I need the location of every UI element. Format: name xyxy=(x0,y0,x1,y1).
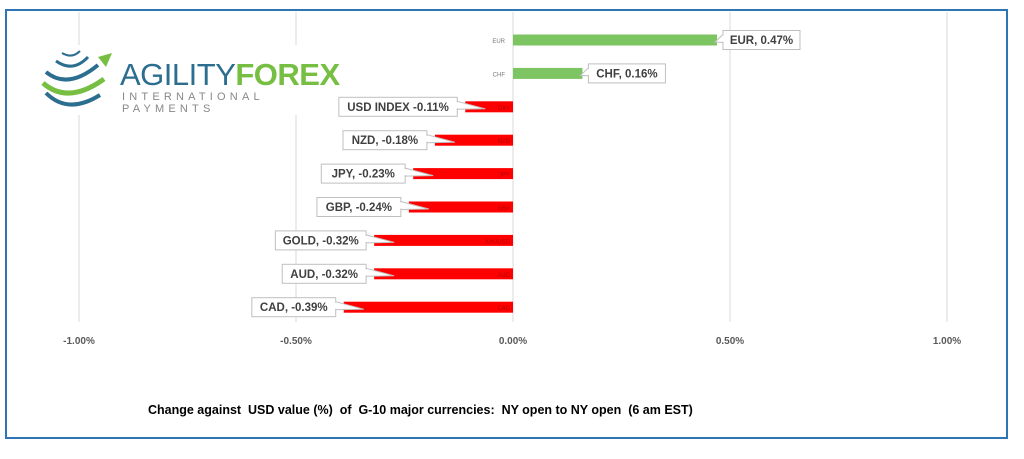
logo-wordmark: AGILITYFOREX xyxy=(120,57,340,93)
bar-xauusd xyxy=(374,234,513,246)
bar-aud xyxy=(374,268,513,280)
bar-nzd xyxy=(434,134,513,146)
callout-join xyxy=(456,102,460,109)
data-label: CHF, 0.16% xyxy=(596,68,657,80)
category-label: DXY xyxy=(498,106,510,112)
category-label: EUR xyxy=(492,39,505,45)
data-label: NZD, -0.18% xyxy=(352,135,418,147)
category-label: AUD xyxy=(497,273,510,279)
category-label: NZD xyxy=(498,139,511,145)
category-label: JPY xyxy=(499,173,510,179)
callout-join xyxy=(425,135,429,142)
x-tick-label: 0.50% xyxy=(716,336,744,347)
logo-tagline: INTERNATIONAL PAYMENTS xyxy=(122,91,264,115)
callout-join xyxy=(721,35,725,42)
chart-frame xyxy=(5,9,1008,439)
bar-dxy xyxy=(465,101,513,113)
bar-gbp xyxy=(408,201,513,213)
bar-cad xyxy=(343,301,513,313)
agility-forex-logo: AGILITYFOREX INTERNATIONAL PAYMENTS xyxy=(38,45,340,115)
logo-forex: FOREX xyxy=(235,57,340,92)
x-tick-label: 1.00% xyxy=(933,336,961,347)
bar-jpy xyxy=(413,168,513,180)
data-label: JPY, -0.23% xyxy=(332,169,395,181)
callout-join xyxy=(334,302,338,309)
data-label: CAD, -0.39% xyxy=(260,302,328,314)
data-label: EUR, 0.47% xyxy=(730,35,793,47)
data-label: GBP, -0.24% xyxy=(326,202,392,214)
x-tick-label: -1.00% xyxy=(63,336,95,347)
category-label: CAD xyxy=(497,306,510,312)
x-tick-label: -0.50% xyxy=(280,336,312,347)
globe-arrow-icon xyxy=(41,50,112,107)
chart-caption: Change against USD value (%) of G-10 maj… xyxy=(148,403,693,417)
category-label: XAUUSD xyxy=(485,239,511,245)
data-label: GOLD, -0.32% xyxy=(283,235,359,247)
data-label: AUD, -0.32% xyxy=(290,269,358,281)
logo-agility: AGILITY xyxy=(120,57,236,92)
x-tick-label: 0.00% xyxy=(499,336,527,347)
callout-join xyxy=(365,235,369,242)
bar-eur xyxy=(513,34,717,46)
callout-join xyxy=(404,169,408,176)
callout-join xyxy=(365,269,369,276)
callout-join xyxy=(399,202,403,209)
data-label: USD INDEX -0.11% xyxy=(347,102,449,114)
callout-join xyxy=(587,68,591,75)
category-label: GBP xyxy=(497,206,510,212)
bar-chf xyxy=(513,67,583,79)
category-label: CHF xyxy=(493,72,506,78)
